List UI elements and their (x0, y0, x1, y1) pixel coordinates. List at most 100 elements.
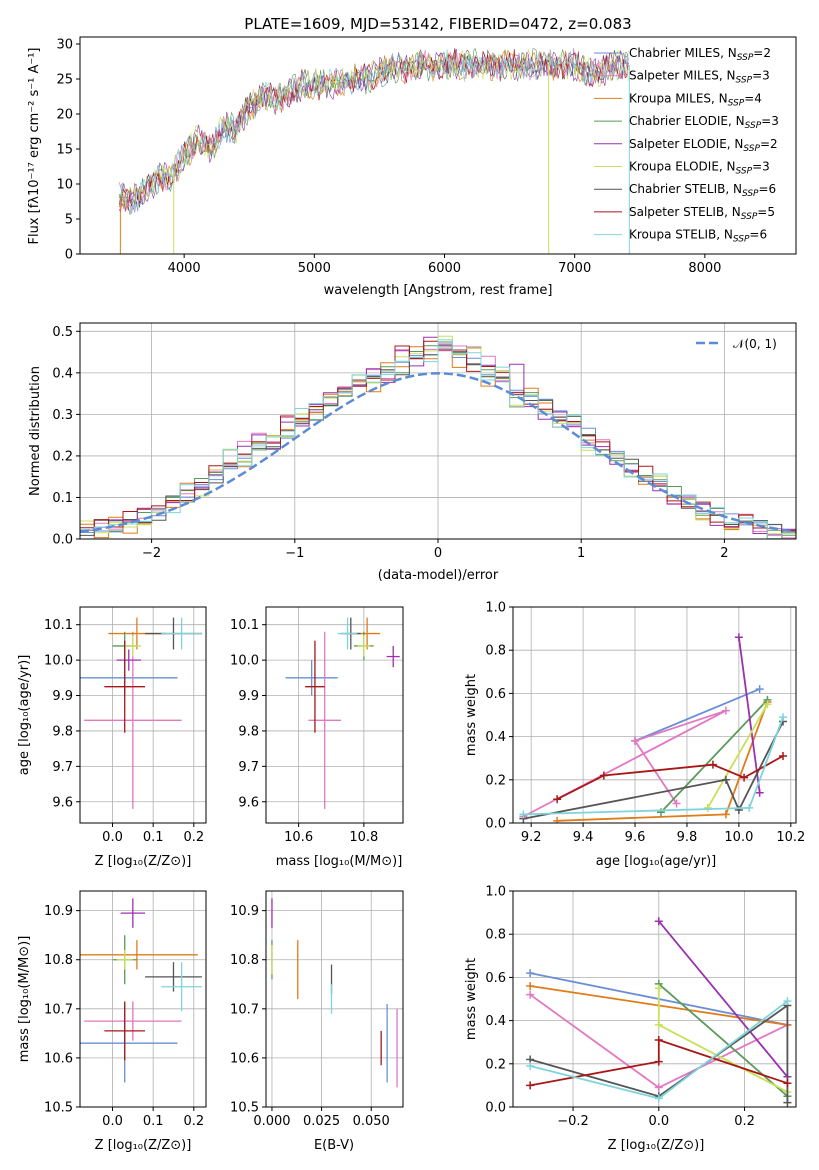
weight-marker (654, 917, 663, 926)
x-tick-label: 8000 (688, 261, 721, 276)
weight-marker (763, 700, 772, 709)
legend-label-sub: SSP (742, 189, 759, 199)
age-vs-weight-panel: 9.2 9.4 9.6 9.8 10.0 10.2 0.0 0.2 0.4 0.6 0.8 1.0 ag… (464, 601, 805, 870)
legend-label: Salpeter STELIB, NSSP=5 (629, 205, 775, 222)
y-tick-label: 9.6 (52, 795, 73, 810)
weight-marker (553, 795, 562, 804)
x-tick-label: 0.1 (143, 1114, 164, 1129)
weight-marker (553, 816, 562, 823)
legend-label-eq: =5 (757, 205, 775, 219)
legend-label-eq: =2 (753, 46, 771, 60)
y-tick-label: 10.5 (44, 1101, 73, 1116)
x-tick-label: 6000 (428, 261, 461, 276)
z-vs-weight-panel: −0.2 0.0 0.2 0.0 0.2 0.4 0.6 0.8 1.0 Z [log₁₀(Z/Z… (464, 885, 797, 1153)
weight-marker (654, 1094, 663, 1103)
y-tick-label: 9.8 (52, 724, 73, 739)
x-tick-label: 0 (434, 546, 442, 561)
legend-label-eq: =4 (744, 91, 762, 105)
z-vs-mass-panel: 0.0 0.1 0.2 10.5 10.6 10.7 10.8 10.9 Z [log₁₀(Z/… (17, 890, 207, 1153)
weight-marker (721, 775, 730, 784)
weight-marker (519, 810, 528, 819)
y-tick-label: 5 (65, 213, 73, 228)
legend-label-text: Salpeter MILES, N (629, 69, 736, 83)
weight-marker (721, 810, 730, 819)
legend-label-text: Salpeter STELIB, N (629, 205, 741, 219)
x-tick-label: −1 (285, 546, 304, 561)
x-axis-label: (data-model)/error (378, 568, 499, 583)
y-tick-label: 9.9 (52, 689, 73, 704)
axes-frame (79, 322, 797, 540)
weight-line (634, 688, 761, 742)
legend-label: Salpeter ELODIE, NSSP=2 (629, 137, 778, 154)
histograms (80, 335, 796, 539)
axes-frame (79, 36, 797, 255)
error-bars (80, 617, 202, 809)
axes-frame (79, 606, 207, 824)
y-tick-label: 0.2 (485, 773, 506, 788)
legend-label-sub: SSP (728, 98, 745, 108)
y-tick-label: 10.7 (44, 1002, 73, 1017)
y-tick-label: 0.6 (485, 687, 506, 702)
legend-label: Chabrier ELODIE, NSSP=3 (629, 114, 779, 131)
y-tick-label: 0.0 (52, 533, 73, 548)
legend-label: 𝒩(0, 1) (733, 337, 777, 351)
weight-marker (599, 771, 608, 780)
x-tick-label: 9.4 (573, 830, 594, 845)
y-tick-label: 0.4 (485, 730, 506, 745)
y-tick-label: 10.8 (230, 953, 259, 968)
x-tick-label: 10.8 (349, 830, 378, 845)
legend-label-eq: =3 (761, 114, 779, 128)
x-tick-label: 0.0 (102, 830, 123, 845)
z-vs-age-panel: 0.0 0.1 0.2 9.6 9.7 9.8 9.9 10.0 10.1 Z [log₁₀(Z/… (17, 606, 207, 869)
legend-label-eq: =6 (749, 228, 767, 242)
y-axis-label: mass weight (464, 958, 479, 1040)
y-tick-label: 0.8 (485, 644, 506, 659)
y-axis-label: Flux [fλ10⁻¹⁷ erg cm⁻² s⁻¹ A⁻¹] (27, 48, 42, 245)
x-tick-label: 0.1 (143, 830, 164, 845)
x-axis-label: wavelength [Angstrom, rest frame] (324, 283, 553, 298)
legend-label-text: Kroupa MILES, N (629, 91, 728, 105)
x-axis-label: Z [log₁₀(Z/Z⊙)] (95, 1138, 192, 1153)
y-tick-label: 10.1 (230, 618, 259, 633)
legend-label-text: Kroupa ELODIE, N (629, 160, 736, 174)
weight-marker (654, 1083, 663, 1092)
y-tick-label: 20 (56, 108, 73, 123)
weight-marker (654, 1036, 663, 1045)
error-bars (80, 898, 202, 1083)
legend-label-text: Chabrier ELODIE, N (629, 114, 745, 128)
error-bars (271, 898, 398, 1088)
y-tick-label: 0.5 (52, 325, 73, 340)
weight-marker (526, 990, 535, 999)
weight-marker (526, 1081, 535, 1090)
y-tick-label: 9.7 (52, 760, 73, 775)
x-axis-label: age [log₁₀(age/yr)] (596, 854, 717, 869)
legend-label-sub: SSP (737, 53, 754, 63)
weight-marker (703, 803, 712, 812)
y-tick-label: 9.8 (238, 724, 259, 739)
y-tick-label: 25 (56, 73, 73, 88)
legend-label-text: Salpeter ELODIE, N (629, 137, 743, 151)
legend-label: Kroupa STELIB, NSSP=6 (629, 228, 767, 245)
legend-label-eq: =6 (759, 182, 777, 196)
y-tick-label: 10.7 (230, 1002, 259, 1017)
weight-marker (779, 752, 788, 761)
y-tick-label: 9.7 (238, 760, 259, 775)
weight-line (658, 983, 788, 1097)
spectrum-panel: 4000 5000 6000 7000 8000 0 5 10 15 20 25 30 waveleng… (27, 36, 797, 298)
y-tick-label: 9.9 (238, 689, 259, 704)
axes-frame (79, 890, 207, 1108)
legend-label-sub: SSP (733, 235, 750, 245)
x-tick-label: 0.0 (648, 1114, 669, 1129)
y-tick-label: 0.2 (485, 1057, 506, 1072)
y-tick-label: 10.8 (44, 953, 73, 968)
x-tick-label: 10.0 (724, 830, 753, 845)
legend-label: Salpeter MILES, NSSP=3 (629, 69, 770, 86)
legend-label-sub: SSP (745, 121, 762, 131)
x-tick-label: 4000 (168, 261, 201, 276)
x-tick-label: 0.2 (183, 1114, 204, 1129)
weight-marker (656, 808, 665, 817)
x-tick-label: 10.2 (776, 830, 805, 845)
weight-marker (755, 788, 764, 797)
ebv-vs-mass-panel: 0.000 0.025 0.050 10.5 10.6 10.7 10.8 10.9 E(B-V… (230, 890, 404, 1153)
x-tick-label: 0.025 (303, 1114, 340, 1129)
